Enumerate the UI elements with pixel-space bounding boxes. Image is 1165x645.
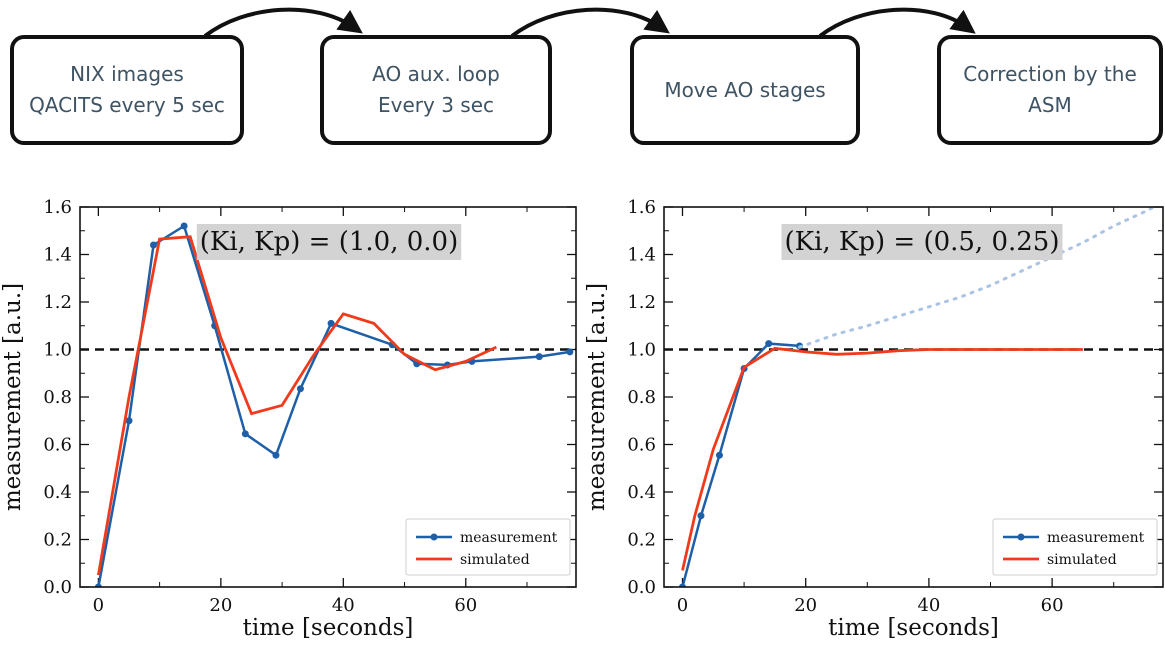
x-tick-label: 20 (794, 595, 817, 616)
y-tick-label: 1.2 (627, 292, 656, 313)
arrow-1-2 (203, 7, 363, 38)
x-tick-label: 20 (209, 595, 232, 616)
plot-area (664, 207, 1163, 587)
flow-arrows (203, 7, 976, 38)
plot-frame (79, 206, 577, 588)
arrow-2-3 (510, 7, 670, 38)
y-tick-label: 1.6 (43, 197, 72, 218)
x-axis-label: time [seconds] (243, 615, 414, 641)
y-tick-label: 0.4 (43, 482, 72, 503)
legend-box (992, 518, 1158, 576)
y-tick-label: 0.8 (43, 387, 72, 408)
measurement-point (272, 451, 280, 459)
flow-box-line2: Every 3 sec (378, 93, 494, 117)
annotation-background (196, 224, 462, 260)
flow-box-line1: Move AO stages (664, 77, 826, 102)
legend-measurement-marker (430, 533, 438, 541)
y-tick-label: 0.0 (43, 577, 72, 598)
flow-box-line1: Correction by the (963, 62, 1137, 86)
legend-measurement-marker (1017, 533, 1025, 541)
y-tick-label: 0.4 (627, 482, 656, 503)
y-tick-label: 1.0 (43, 340, 72, 361)
arrow-3-4 (818, 7, 976, 38)
measurement-point (94, 583, 102, 587)
chart-right: 0 20 40 60 0.0 0.2 0.4 0.6 0.8 1.0 1.2 1.4 1.6 time [… (585, 197, 1164, 641)
flow-box-line2: QACITS every 5 sec (29, 93, 225, 117)
flow-box-line1: NIX images (70, 62, 184, 86)
annotation-label: (Ki, Kp) = (1.0, 0.0) (200, 227, 458, 257)
measurement-point (715, 451, 723, 459)
y-tick-label: 1.4 (627, 245, 656, 266)
legend-simulated-label: simulated (460, 552, 530, 568)
plot-frame (663, 206, 1164, 588)
annotation-label: (Ki, Kp) = (0.5, 0.25) (785, 227, 1060, 257)
y-tick-label: 0.0 (627, 577, 656, 598)
flow-box-line1: AO aux. loop (372, 62, 500, 86)
measurement-point (149, 241, 157, 249)
measurement-point (296, 385, 304, 393)
measurement-point (125, 417, 133, 425)
y-tick-label: 1.2 (43, 292, 72, 313)
extrapolation-line (798, 207, 1158, 349)
measurement-point (241, 430, 249, 438)
legend-measurement-label: measurement (1047, 530, 1145, 546)
y-tick-label: 0.2 (627, 530, 656, 551)
measurement-line (681, 342, 800, 587)
y-tick-label: 0.6 (43, 435, 72, 456)
plot-area (80, 222, 576, 587)
x-tick-label: 0 (677, 595, 688, 616)
flow-box-correction-asm: Correction by the ASM (937, 35, 1163, 145)
annotation-background (781, 224, 1063, 260)
chart-left: 0 20 40 60 0.0 0.2 0.4 0.6 0.8 1.0 1.2 1.4 1.6 time [… (0, 197, 577, 641)
x-tick-label: 40 (332, 595, 355, 616)
measurement-point (327, 319, 335, 327)
measurement-point (180, 222, 188, 230)
y-tick-label: 0.6 (627, 435, 656, 456)
measurement-point (566, 348, 574, 356)
y-tick-label: 0.8 (627, 387, 656, 408)
flow-box-nix-images: NIX images QACITS every 5 sec (10, 35, 244, 145)
y-axis-label: measurement [a.u.] (0, 283, 26, 511)
flow-box-move-ao-stages: Move AO stages (630, 35, 860, 145)
x-tick-label: 60 (454, 595, 477, 616)
flow-box-ao-aux-loop: AO aux. loop Every 3 sec (320, 35, 552, 145)
measurement-point (765, 340, 773, 348)
legend-measurement-label: measurement (460, 530, 558, 546)
x-tick-label: 60 (1041, 595, 1064, 616)
flow-box-line2: ASM (1028, 93, 1072, 117)
x-axis-label: time [seconds] (828, 615, 999, 641)
y-tick-label: 1.0 (627, 340, 656, 361)
y-tick-label: 1.6 (627, 197, 656, 218)
measurement-point (535, 353, 543, 361)
legend-simulated-label: simulated (1047, 552, 1117, 568)
measurement-point (678, 583, 686, 587)
y-tick-label: 1.4 (43, 245, 72, 266)
measurement-point (697, 512, 705, 520)
y-axis-label: measurement [a.u.] (585, 283, 610, 511)
simulated-line (97, 235, 497, 576)
y-tick-label: 0.2 (43, 530, 72, 551)
legend-box (405, 518, 571, 576)
x-tick-label: 40 (917, 595, 940, 616)
simulated-line (681, 346, 1083, 571)
x-tick-label: 0 (93, 595, 104, 616)
